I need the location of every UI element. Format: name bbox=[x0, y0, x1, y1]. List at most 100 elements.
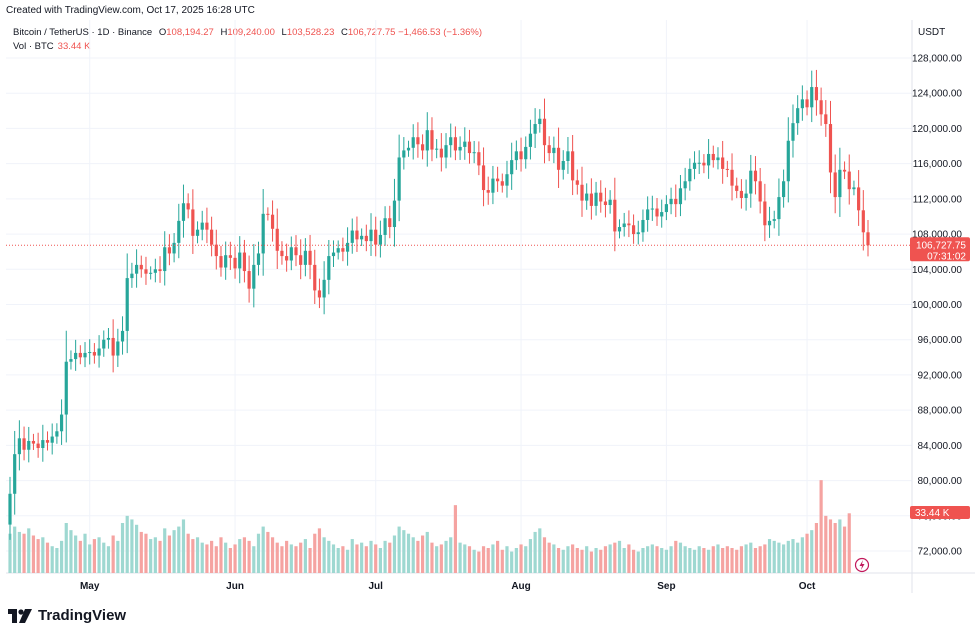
candle-body bbox=[13, 454, 17, 494]
volume-bar bbox=[542, 537, 547, 573]
candle-body bbox=[852, 187, 856, 190]
candle-body bbox=[749, 170, 753, 194]
candle-body bbox=[149, 272, 153, 274]
candle-body bbox=[256, 253, 261, 265]
candle-body bbox=[45, 440, 50, 443]
volume-bar bbox=[814, 523, 819, 573]
candle-body bbox=[861, 210, 865, 233]
volume-bar bbox=[641, 548, 645, 573]
lightning-icon[interactable] bbox=[854, 557, 870, 573]
candle-body bbox=[355, 230, 359, 240]
candle-body bbox=[500, 181, 504, 186]
x-tick-label: May bbox=[80, 581, 100, 592]
volume-bar bbox=[650, 544, 654, 573]
volume-label[interactable]: Vol · BTC bbox=[13, 41, 54, 52]
volume-bar bbox=[425, 531, 429, 573]
volume-bar bbox=[646, 546, 650, 573]
volume-bar bbox=[749, 542, 753, 573]
volume-bar bbox=[224, 542, 228, 573]
volume-bar bbox=[435, 546, 439, 573]
candle-body bbox=[510, 160, 514, 175]
volume-bar bbox=[308, 548, 312, 573]
volume-bar bbox=[8, 533, 12, 573]
candle-body bbox=[111, 337, 115, 356]
volume-bar bbox=[824, 515, 828, 573]
candle-body bbox=[341, 248, 345, 252]
candle-body bbox=[88, 352, 92, 354]
candle-body bbox=[78, 352, 82, 358]
volume-bar bbox=[613, 542, 617, 573]
y-tick-label: 120,000.00 bbox=[912, 124, 962, 135]
candle-body bbox=[74, 352, 78, 360]
candle-body bbox=[36, 443, 40, 448]
y-tick-label: 124,000.00 bbox=[912, 89, 962, 100]
y-tick-label: 84,000.00 bbox=[918, 441, 963, 452]
volume-bar bbox=[317, 528, 322, 573]
volume-bar bbox=[664, 549, 668, 573]
volume-bar bbox=[336, 548, 340, 573]
volume-bar bbox=[510, 551, 514, 573]
candle-body bbox=[144, 269, 148, 274]
volume-bar bbox=[556, 548, 561, 573]
open-value: 108,194.27 bbox=[166, 27, 214, 38]
candle-body bbox=[205, 222, 209, 230]
candle-body bbox=[134, 264, 139, 274]
candle-body bbox=[589, 193, 593, 206]
candle-body bbox=[796, 108, 800, 124]
candle-body bbox=[585, 193, 589, 201]
volume-bar bbox=[130, 519, 134, 573]
volume-bar bbox=[566, 546, 570, 573]
candle-body bbox=[519, 151, 523, 160]
volume-bar bbox=[636, 551, 640, 573]
candle-body bbox=[838, 169, 842, 198]
candle-body bbox=[27, 440, 31, 450]
volume-bar bbox=[233, 544, 237, 573]
volume-bar bbox=[120, 523, 125, 573]
candle-body bbox=[467, 141, 472, 154]
candle-body bbox=[439, 148, 443, 158]
change-value: −1,466.53 (−1.36%) bbox=[398, 27, 483, 38]
candle-body bbox=[828, 124, 833, 173]
volume-bar bbox=[322, 537, 326, 573]
candle-body bbox=[228, 255, 232, 258]
volume-bar bbox=[603, 546, 608, 573]
volume-bar bbox=[767, 539, 772, 573]
volume-legend: Vol · BTC 33.44 K bbox=[13, 41, 90, 52]
x-tick-label: Jul bbox=[368, 581, 383, 592]
candle-body bbox=[739, 190, 744, 198]
volume-bar bbox=[481, 546, 486, 573]
candle-body bbox=[420, 144, 425, 151]
volume-bar bbox=[552, 544, 556, 573]
candle-body bbox=[744, 193, 748, 198]
candle-body bbox=[167, 247, 172, 254]
volume-bar bbox=[631, 549, 636, 573]
candle-body bbox=[486, 190, 490, 193]
volume-bar bbox=[200, 542, 204, 573]
candle-body bbox=[814, 87, 819, 101]
volume-bar bbox=[55, 548, 59, 573]
y-tick-label: 72,000.00 bbox=[918, 547, 963, 558]
candle-body bbox=[735, 185, 739, 191]
volume-bar bbox=[275, 542, 279, 573]
y-tick-label: 100,000.00 bbox=[912, 300, 962, 311]
candle-body bbox=[92, 352, 96, 356]
countdown-value: 07:31:02 bbox=[927, 251, 966, 262]
volume-bar bbox=[753, 548, 758, 573]
y-tick-label: 108,000.00 bbox=[912, 230, 962, 241]
candle-body bbox=[678, 188, 683, 205]
candle-body bbox=[824, 114, 828, 125]
candle-body bbox=[866, 232, 870, 246]
volume-bar bbox=[772, 540, 776, 573]
volume-bar bbox=[139, 531, 143, 573]
candle-body bbox=[453, 137, 458, 151]
high-label: H bbox=[220, 27, 228, 38]
candle-body bbox=[491, 178, 495, 193]
candle-body bbox=[528, 133, 533, 147]
volume-bar bbox=[585, 546, 589, 573]
candle-body bbox=[158, 269, 162, 272]
symbol-name[interactable]: Bitcoin / TetherUS · 1D · Binance bbox=[13, 27, 153, 38]
x-tick-label: Jun bbox=[226, 581, 244, 592]
volume-bar bbox=[444, 540, 448, 573]
volume-bar bbox=[786, 540, 790, 573]
